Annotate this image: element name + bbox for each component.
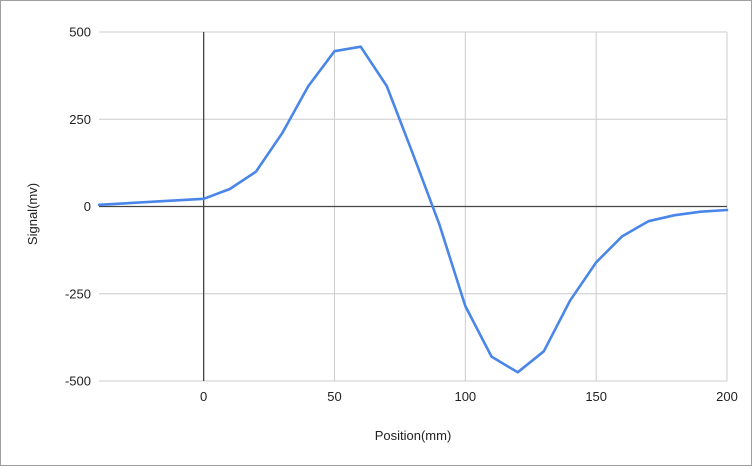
y-tick-label: -250 [65,286,91,301]
y-tick-labels: 500 250 0 -250 -500 [65,25,91,389]
y-tick-label: 0 [84,199,91,214]
y-tick-label: -500 [65,374,91,389]
x-tick-label: 100 [454,389,476,404]
x-tick-labels: 0 50 100 150 200 [200,389,738,404]
x-tick-label: 0 [200,389,207,404]
x-tick-label: 150 [585,389,607,404]
x-tick-label: 200 [716,389,738,404]
y-axis-title: Signal(mv) [25,183,40,245]
y-tick-label: 250 [69,112,91,127]
series-line [97,45,729,374]
y-tick-label: 500 [69,25,91,40]
x-axis-title: Position(mm) [375,428,452,443]
axes [99,32,727,381]
series-group [97,45,729,374]
x-tick-label: 50 [327,389,341,404]
